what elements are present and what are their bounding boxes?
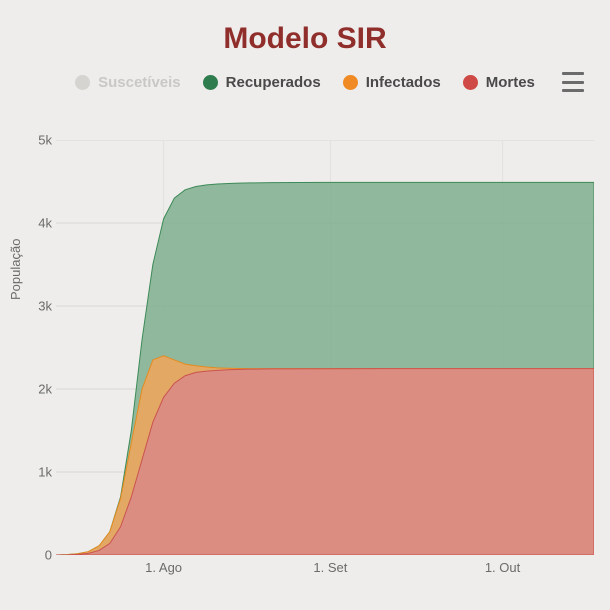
legend-item-suscetiveis[interactable]: Suscetíveis xyxy=(75,74,181,91)
legend-item-mortes[interactable]: Mortes xyxy=(463,74,535,91)
plot-area xyxy=(56,140,594,555)
legend-label: Suscetíveis xyxy=(98,74,181,91)
y-tick: 2k xyxy=(18,382,52,397)
sir-model-chart: Modelo SIR Suscetíveis Recuperados Infecta… xyxy=(0,0,610,610)
x-tick: 1. Set xyxy=(313,560,347,575)
x-tick: 1. Ago xyxy=(145,560,182,575)
legend-item-recuperados[interactable]: Recuperados xyxy=(203,74,321,91)
legend-item-infectados[interactable]: Infectados xyxy=(343,74,441,91)
x-tick: 1. Out xyxy=(485,560,520,575)
chart-svg xyxy=(56,140,594,555)
legend: Suscetíveis Recuperados Infectados Mortes xyxy=(0,70,610,99)
y-tick: 4k xyxy=(18,216,52,231)
y-tick-labels: 01k2k3k4k5k xyxy=(18,140,52,555)
chart-title: Modelo SIR xyxy=(0,0,610,70)
legend-label: Recuperados xyxy=(226,74,321,91)
legend-label: Infectados xyxy=(366,74,441,91)
mortes-swatch xyxy=(463,75,478,90)
recuperados-swatch xyxy=(203,75,218,90)
y-tick: 3k xyxy=(18,299,52,314)
infectados-swatch xyxy=(343,75,358,90)
y-tick: 0 xyxy=(18,548,52,563)
y-tick: 1k xyxy=(18,465,52,480)
hamburger-menu-icon[interactable] xyxy=(562,72,584,92)
x-tick-labels: 1. Ago 1. Set 1. Out xyxy=(56,560,594,580)
suscetiveis-swatch xyxy=(75,75,90,90)
y-tick: 5k xyxy=(18,133,52,148)
legend-label: Mortes xyxy=(486,74,535,91)
